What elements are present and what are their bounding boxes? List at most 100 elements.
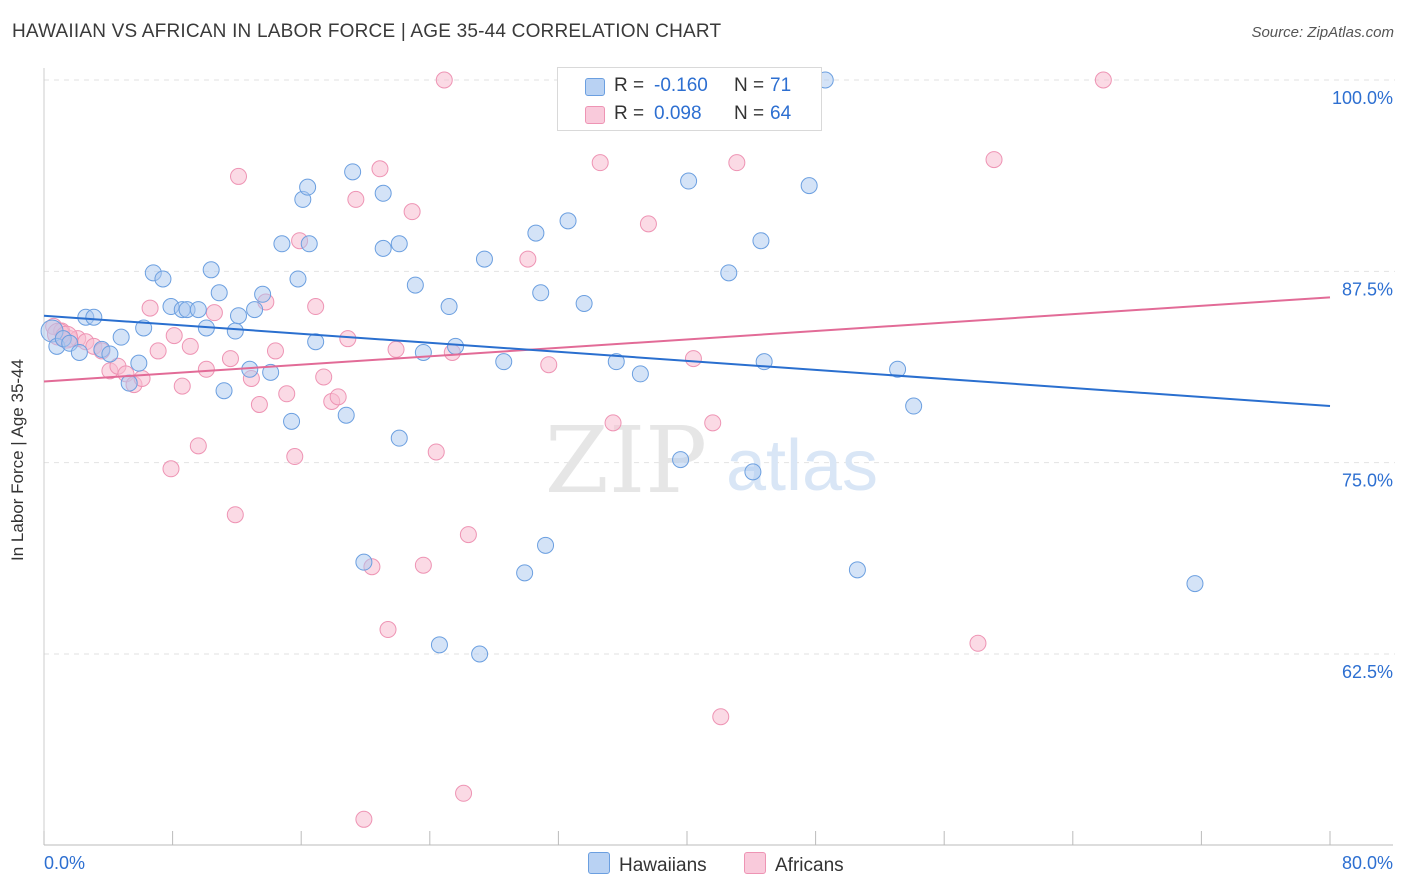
hawaiians-point — [154, 270, 172, 288]
legend-item-africans: Africans — [744, 852, 844, 877]
hawaiians-point — [262, 363, 280, 381]
hawaiians-point — [390, 429, 408, 447]
hawaiians-point — [355, 553, 373, 571]
africans-legend-label: Africans — [775, 855, 844, 876]
africans-point — [519, 250, 537, 268]
africans-point — [286, 448, 304, 466]
africans-point — [387, 340, 405, 358]
hawaiians-point — [374, 184, 392, 202]
africans-legend-swatch — [744, 852, 766, 874]
axes — [43, 68, 1393, 846]
hawaiians-point — [101, 345, 119, 363]
hawaiians-point — [300, 235, 318, 253]
africans-point — [604, 414, 622, 432]
africans-point — [403, 203, 421, 221]
africans-point — [266, 342, 284, 360]
hawaiians-point — [680, 172, 698, 190]
africans-point — [371, 160, 389, 178]
hawaiians-point — [744, 463, 762, 481]
hawaiians-point — [337, 406, 355, 424]
africans-point — [1094, 71, 1112, 89]
africans-point — [226, 506, 244, 524]
hawaiians-legend-swatch — [588, 852, 610, 874]
legend-row-africans: R = 0.098 N = 64 — [558, 100, 821, 130]
x-tick-label-0: 0.0% — [44, 853, 85, 873]
hawaiians-point — [85, 308, 103, 326]
africans-trend-line — [43, 296, 1331, 383]
africans-n-value: 64 — [770, 103, 792, 124]
chart-title: HAWAIIAN VS AFRICAN IN LABOR FORCE | AGE… — [12, 21, 722, 42]
hawaiians-point — [905, 397, 923, 415]
hawaiians-legend-label: Hawaiians — [619, 855, 707, 876]
hawaiians-point — [800, 177, 818, 195]
hawaiians-point — [390, 235, 408, 253]
hawaiians-points — [40, 71, 1204, 663]
africans-swatch — [585, 106, 605, 124]
africans-points — [45, 71, 1112, 828]
africans-point — [173, 377, 191, 395]
africans-point — [639, 215, 657, 233]
africans-point — [355, 810, 373, 828]
hawaiians-point — [299, 178, 317, 196]
africans-point — [181, 337, 199, 355]
africans-point — [427, 443, 445, 461]
y-axis-label: In Labor Force | Age 35-44 — [8, 359, 27, 561]
africans-point — [414, 556, 432, 574]
y-tick-label-3: 62.5% — [1342, 662, 1393, 682]
africans-point — [149, 342, 167, 360]
africans-point — [197, 360, 215, 378]
hawaiians-point — [475, 250, 493, 268]
y-tick-label-1: 87.5% — [1342, 279, 1393, 299]
hawaiians-point — [307, 333, 325, 351]
stats-legend: R = -0.160 N = 71 R = 0.098 N = 64 — [557, 67, 822, 131]
africans-point — [307, 298, 325, 316]
y-tick-label-2: 75.0% — [1342, 471, 1393, 491]
hawaiians-point — [112, 328, 130, 346]
africans-r-value: 0.098 — [654, 103, 702, 124]
africans-point — [591, 154, 609, 172]
hawaiians-point — [189, 301, 207, 319]
hawaiians-point — [230, 307, 248, 325]
hawaiians-point — [559, 212, 577, 230]
hawaiians-swatch — [585, 78, 605, 96]
africans-point — [162, 460, 180, 478]
hawaiians-point — [720, 264, 738, 282]
hawaiians-point — [215, 382, 233, 400]
africans-point — [315, 368, 333, 386]
hawaiians-point — [202, 261, 220, 279]
africans-point — [985, 151, 1003, 169]
legend-item-hawaiians: Hawaiians — [588, 852, 707, 877]
legend-row-hawaiians: R = -0.160 N = 71 — [558, 72, 821, 102]
hawaiians-point — [527, 224, 545, 242]
hawaiians-point — [120, 374, 138, 392]
africans-point — [540, 356, 558, 374]
hawaiians-point — [344, 163, 362, 181]
hawaiians-point — [283, 412, 301, 430]
africans-point — [704, 414, 722, 432]
africans-point — [205, 304, 223, 322]
hawaiians-point — [516, 564, 534, 582]
hawaiians-point — [532, 284, 550, 302]
hawaiians-point — [130, 354, 148, 372]
africans-point — [379, 621, 397, 639]
hawaiians-n-value: 71 — [770, 75, 792, 96]
hawaiians-point — [374, 239, 392, 257]
africans-r-label: R = — [614, 103, 645, 124]
trend-lines — [43, 296, 1331, 408]
africans-point — [278, 385, 296, 403]
hawaiians-point — [495, 353, 513, 371]
hawaiians-r-label: R = — [614, 75, 645, 96]
hawaiians-point — [447, 337, 465, 355]
x-tick-label-1: 80.0% — [1342, 853, 1393, 873]
africans-n-label: N = — [734, 103, 765, 124]
hawaiians-point — [289, 270, 307, 288]
y-tick-label-0: 100.0% — [1332, 88, 1393, 108]
africans-point — [712, 708, 730, 726]
source-label: Source: ZipAtlas.com — [1251, 24, 1394, 41]
hawaiians-point — [1186, 575, 1204, 593]
africans-point — [459, 526, 477, 544]
africans-point — [165, 327, 183, 345]
hawaiians-n-label: N = — [734, 75, 765, 96]
hawaiians-point — [254, 285, 272, 303]
